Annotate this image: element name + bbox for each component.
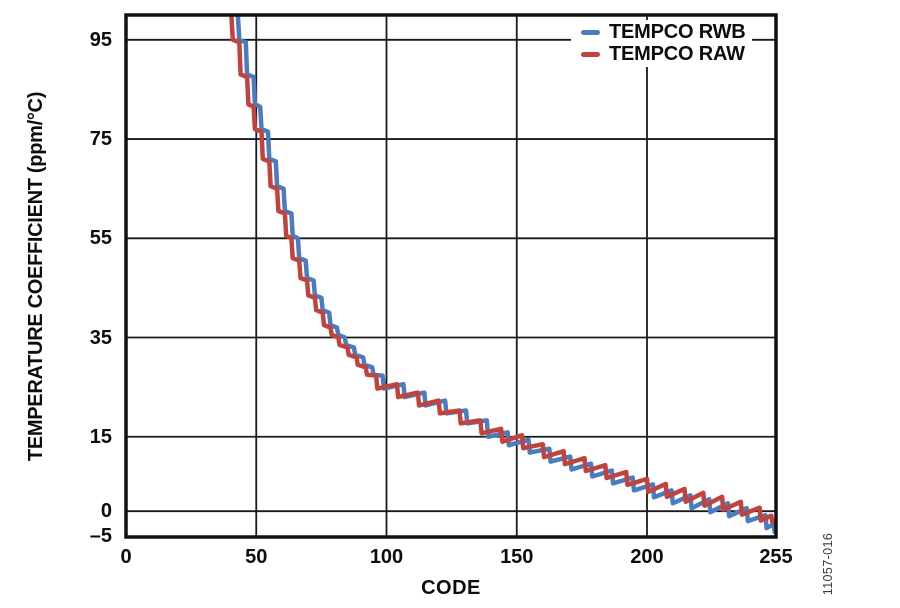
legend-swatch-icon [581,30,600,35]
y-tick-label-55: 55 [89,227,112,250]
series-tempco-raw [229,15,776,525]
series-tempco-rwb [235,15,776,535]
y-tick-label-35: 35 [89,326,112,349]
x-tick-label-50: 50 [245,546,268,568]
y-tick-label-–5: –5 [89,525,112,547]
y-tick-label-0: 0 [100,500,112,523]
legend-entry-tempco-rwb: TEMPCO RWB [581,21,746,43]
x-tick-label-150: 150 [500,546,534,568]
x-tick-label-200: 200 [630,546,664,568]
y-axis-title-text: TEMPERATURE COEFFICIENT (ppm/°C) [25,91,48,461]
chart-svg [124,13,778,539]
figure-number: 11057-016 [813,525,843,603]
legend-label: TEMPCO RWB [609,21,746,43]
plot-border [124,13,778,539]
legend: TEMPCO RWB TEMPCO RAW [571,20,752,67]
x-tick-label-100: 100 [369,546,404,568]
y-tick-label-15: 15 [89,425,112,448]
legend-swatch-icon [581,52,600,57]
x-axis-title: CODE [421,577,481,599]
x-tick-label-0: 0 [120,546,132,568]
figure-number-text: 11057-016 [821,532,836,596]
legend-label: TEMPCO RAW [609,43,745,65]
legend-entry-tempco-raw: TEMPCO RAW [581,43,746,65]
y-axis-title: TEMPERATURE COEFFICIENT (ppm/°C) [8,15,66,537]
y-tick-label-95: 95 [89,28,112,51]
x-tick-label-255: 255 [759,546,793,568]
plot-area [124,13,778,539]
y-tick-label-75: 75 [89,128,112,151]
